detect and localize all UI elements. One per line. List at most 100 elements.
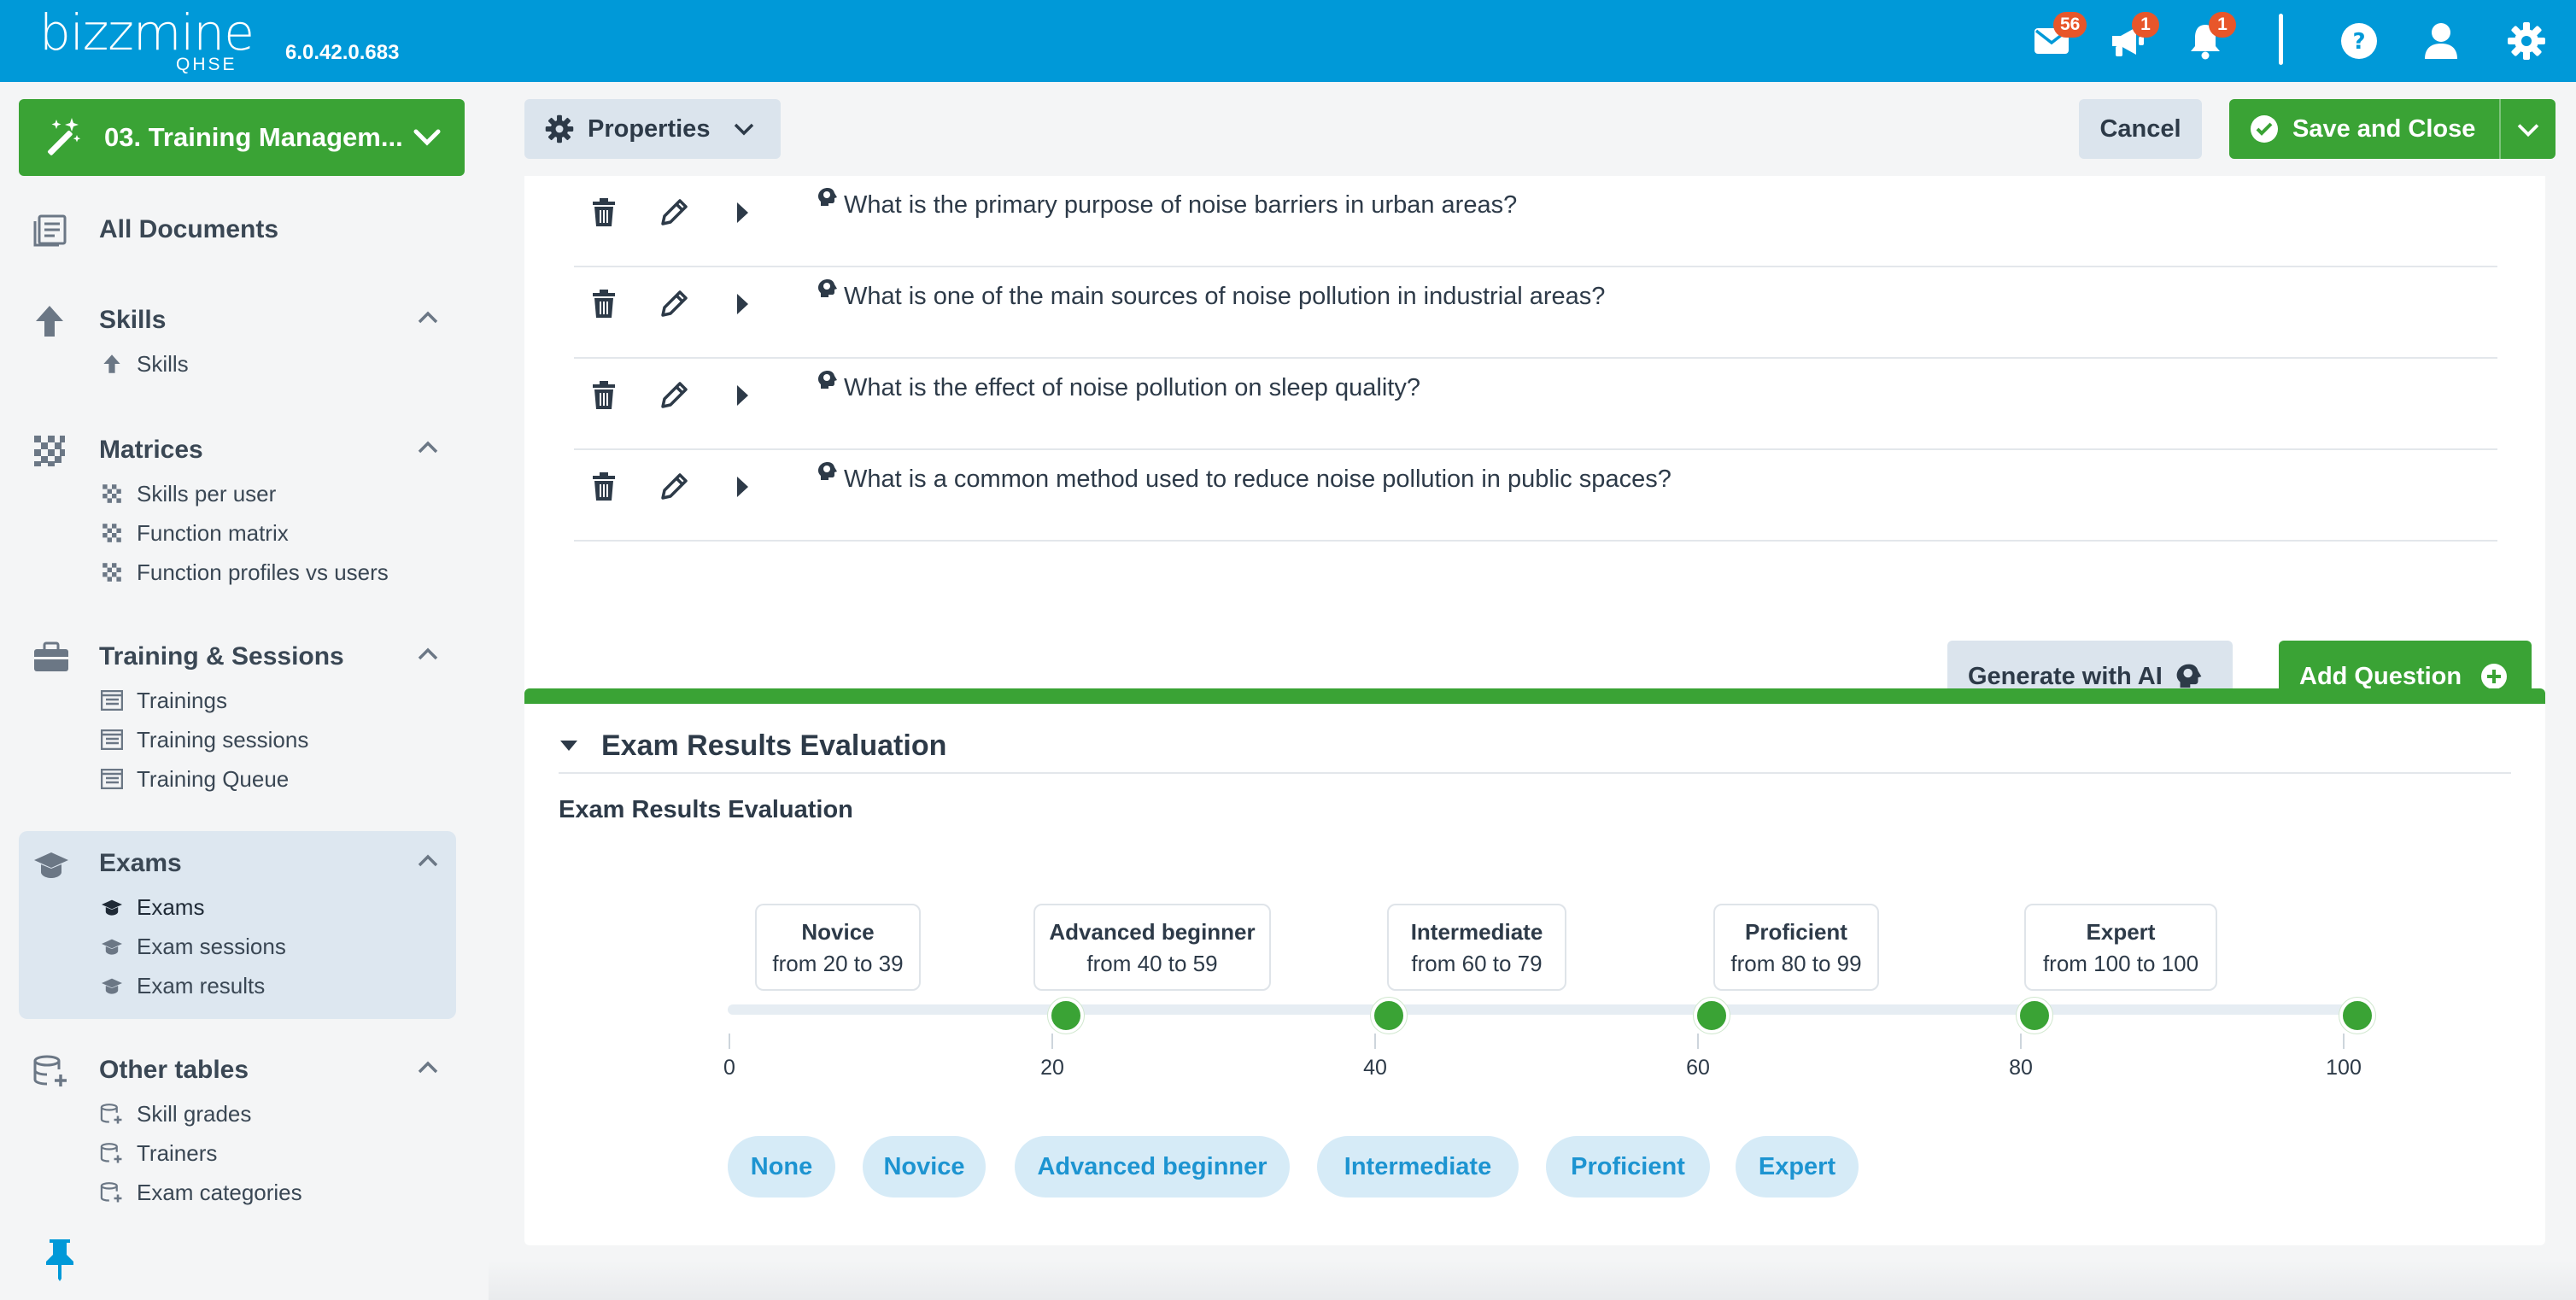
nav-section-header-exams[interactable]: Exams xyxy=(19,842,456,885)
sidebar-item-label: Skill grades xyxy=(137,1100,252,1127)
plus-circle-icon xyxy=(2481,664,2508,689)
level-pill-proficient[interactable]: Proficient xyxy=(1546,1136,1710,1198)
delete-question-button[interactable] xyxy=(584,193,624,232)
all-documents-label: All Documents xyxy=(99,215,279,243)
save-and-close-button[interactable]: Save and Close xyxy=(2229,99,2556,159)
user-profile-button[interactable] xyxy=(2417,17,2465,65)
module-selector[interactable]: 03. Training Managem... xyxy=(19,99,465,176)
ai-brain-icon xyxy=(818,371,837,389)
sidebar-item-exam-results[interactable]: Exam results xyxy=(99,969,265,1003)
sidebar-item-training-queue[interactable]: Training Queue xyxy=(99,762,289,796)
bizzmine-logo[interactable]: bizzmine QHSE xyxy=(39,3,261,79)
scale-tick-label: 20 xyxy=(1040,1056,1064,1080)
sidebar-item-exam-categories[interactable]: Exam categories xyxy=(99,1175,302,1209)
sidebar-item-exams[interactable]: Exams xyxy=(99,890,204,924)
scale-tick xyxy=(2343,1034,2345,1049)
evaluation-slider-track xyxy=(728,1004,2351,1015)
graduation-cap-icon xyxy=(34,852,68,878)
announcements-button[interactable]: 1 xyxy=(2105,12,2159,65)
slider-handle-advanced-beginner[interactable] xyxy=(1371,998,1407,1034)
delete-question-button[interactable] xyxy=(584,284,624,324)
form-toolbar: Properties Cancel Save and Close xyxy=(489,82,2576,176)
mail-button[interactable]: 56 xyxy=(2028,12,2087,65)
bottom-shade xyxy=(489,1261,2576,1300)
expand-question-button[interactable] xyxy=(723,467,762,507)
generate-with-ai-label: Generate with AI xyxy=(1968,662,2163,690)
nav-section-header-training[interactable]: Training & Sessions xyxy=(19,635,456,678)
trash-icon xyxy=(593,381,615,409)
pin-sidebar-button[interactable] xyxy=(43,1237,77,1285)
sidebar-item-label: Exam categories xyxy=(137,1179,302,1205)
database-add-icon xyxy=(99,1180,125,1205)
module-label: 03. Training Managem... xyxy=(104,122,403,152)
level-pill-advanced-beginner[interactable]: Advanced beginner xyxy=(1015,1136,1290,1198)
chevron-down-icon[interactable] xyxy=(2515,120,2542,140)
expand-question-button[interactable] xyxy=(723,284,762,324)
level-pill-intermediate[interactable]: Intermediate xyxy=(1317,1136,1519,1198)
settings-button[interactable] xyxy=(2503,17,2550,65)
sidebar-item-exam-sessions[interactable]: Exam sessions xyxy=(99,929,286,963)
delete-question-button[interactable] xyxy=(584,376,624,415)
pin-icon xyxy=(46,1239,73,1281)
user-icon xyxy=(2425,23,2457,59)
evaluation-section-header[interactable]: Exam Results Evaluation xyxy=(559,719,2511,774)
sidebar-item-label: Function matrix xyxy=(137,519,289,546)
sidebar-item-label: Function profiles vs users xyxy=(137,559,389,585)
expand-question-button[interactable] xyxy=(723,193,762,232)
scale-tick xyxy=(729,1034,730,1049)
scale-tick-label: 80 xyxy=(2009,1056,2033,1080)
pencil-icon xyxy=(661,382,688,408)
sidebar-item-skills-per-user[interactable]: Skills per user xyxy=(99,477,276,511)
expand-question-button[interactable] xyxy=(723,376,762,415)
level-pill-none[interactable]: None xyxy=(728,1136,835,1198)
cancel-button[interactable]: Cancel xyxy=(2079,99,2202,159)
level-pill-expert[interactable]: Expert xyxy=(1736,1136,1859,1198)
megaphone-icon xyxy=(2112,27,2144,56)
edit-question-button[interactable] xyxy=(654,467,694,507)
sidebar-item-training-sessions[interactable]: Training sessions xyxy=(99,723,308,757)
delete-question-button[interactable] xyxy=(584,467,624,507)
nav-section-header-skills[interactable]: Skills xyxy=(19,299,456,342)
announcements-count-badge: 1 xyxy=(2132,12,2159,38)
scale-tick-label: 0 xyxy=(723,1056,735,1080)
level-box-intermediate: Intermediate from 60 to 79 xyxy=(1387,904,1566,991)
level-box-proficient: Proficient from 80 to 99 xyxy=(1713,904,1879,991)
sidebar-item-skills[interactable]: Skills xyxy=(99,347,189,381)
slider-handle-expert[interactable] xyxy=(2339,998,2375,1034)
notifications-button[interactable]: 1 xyxy=(2181,12,2236,65)
level-pill-novice[interactable]: Novice xyxy=(863,1136,986,1198)
sidebar-item-function-profiles-vs-users[interactable]: Function profiles vs users xyxy=(99,555,389,589)
gear-icon xyxy=(545,114,574,143)
edit-question-button[interactable] xyxy=(654,193,694,232)
edit-question-button[interactable] xyxy=(654,376,694,415)
sidebar-item-function-matrix[interactable]: Function matrix xyxy=(99,516,289,550)
nav-section-header-other-tables[interactable]: Other tables xyxy=(19,1049,456,1092)
level-range: from 40 to 59 xyxy=(1086,951,1218,976)
chevron-up-icon xyxy=(418,441,438,454)
save-button-separator xyxy=(2499,99,2501,159)
caret-right-icon xyxy=(737,385,748,406)
level-name: Novice xyxy=(801,919,875,945)
question-text: What is the effect of noise pollution on… xyxy=(844,374,1420,401)
evaluation-section-title: Exam Results Evaluation xyxy=(601,729,947,762)
sidebar-item-skill-grades[interactable]: Skill grades xyxy=(99,1097,251,1131)
level-box-novice: Novice from 20 to 39 xyxy=(755,904,921,991)
sidebar-item-trainers[interactable]: Trainers xyxy=(99,1136,217,1170)
chevron-down-icon xyxy=(735,123,754,136)
gear-icon xyxy=(2508,22,2545,60)
edit-question-button[interactable] xyxy=(654,284,694,324)
sidebar-item-label: Trainers xyxy=(137,1139,218,1166)
slider-handle-novice[interactable] xyxy=(1048,998,1084,1034)
sidebar-item-trainings[interactable]: Trainings xyxy=(99,683,227,717)
matrices-section-title: Matrices xyxy=(99,436,203,464)
slider-handle-intermediate[interactable] xyxy=(1694,998,1730,1034)
properties-button[interactable]: Properties xyxy=(524,99,781,159)
help-icon: ? xyxy=(2341,23,2377,59)
database-add-icon xyxy=(99,1140,125,1166)
sidebar-item-label: Skills xyxy=(137,350,189,377)
help-button[interactable]: ? xyxy=(2335,17,2383,65)
logo-subtext: QHSE xyxy=(176,55,237,74)
nav-section-header-matrices[interactable]: Matrices xyxy=(19,429,456,471)
documents-icon xyxy=(33,214,67,247)
slider-handle-proficient[interactable] xyxy=(2017,998,2052,1034)
